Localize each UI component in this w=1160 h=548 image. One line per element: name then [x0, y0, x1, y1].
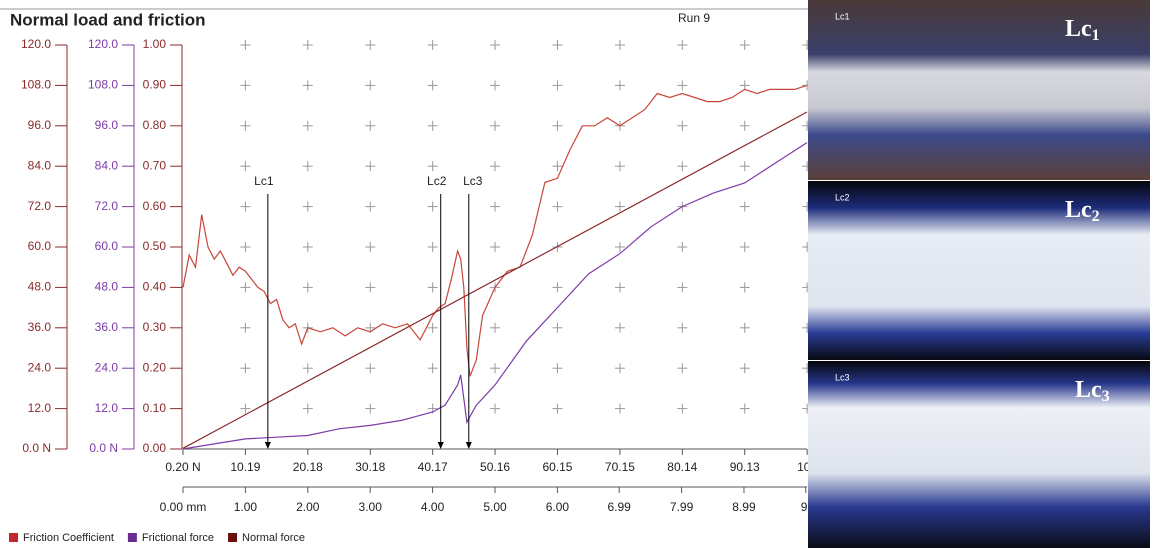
y-tick-label: 96.0	[95, 118, 119, 132]
y-tick-label: 120.0	[21, 37, 51, 51]
y-tick-label: 0.20	[143, 360, 167, 374]
arrow-head	[437, 442, 444, 449]
annotation-label: Lc1	[254, 174, 274, 188]
photo-label: Lc2	[1065, 197, 1100, 225]
y-tick-label: 84.0	[28, 158, 52, 172]
y-tick-label: 96.0	[28, 118, 52, 132]
x-tick-label: 3.00	[359, 500, 383, 514]
micrograph	[808, 181, 1150, 360]
photo-label-subscript: 3	[1102, 388, 1110, 405]
legend-label: Normal force	[242, 532, 305, 544]
y-tick-label: 72.0	[95, 199, 119, 213]
photo-label-subscript: 1	[1092, 27, 1100, 44]
y-tick-label: 0.10	[143, 401, 167, 415]
legend-label: Frictional force	[142, 532, 214, 544]
photo-label-text: Lc	[1075, 377, 1102, 403]
x-tick-label: 6.00	[546, 500, 570, 514]
annotation-label: Lc3	[463, 174, 483, 188]
legend-swatch	[228, 533, 238, 542]
micrograph	[808, 361, 1150, 548]
legend-swatch	[9, 533, 18, 542]
x2-tick-label: 10.19	[230, 460, 260, 474]
photo-small-label: Lc1	[835, 11, 850, 21]
x2-tick-label: 0.20 N	[165, 460, 200, 474]
x2-tick-label: 50.16	[480, 460, 510, 474]
x2-tick-label: 90.13	[730, 460, 760, 474]
x-tick-label: 1.00	[234, 500, 258, 514]
y-tick-label: 0.0 N	[89, 441, 118, 455]
y-tick-label: 0.00	[143, 441, 167, 455]
y-tick-label: 12.0	[95, 401, 119, 415]
x-tick-label: 8.99	[732, 500, 756, 514]
y-tick-label: 48.0	[28, 280, 52, 294]
arrow-head	[465, 442, 472, 449]
chart-subtitle: Run 9	[678, 11, 710, 25]
x-tick-label: 7.99	[670, 500, 694, 514]
x2-tick-label: 20.18	[293, 460, 323, 474]
x-tick-label: 0.00 mm	[160, 500, 207, 514]
photo-label-subscript: 2	[1092, 208, 1100, 225]
y-tick-label: 0.80	[143, 118, 167, 132]
x-tick-label: 5.00	[483, 500, 507, 514]
legend-label: Friction Coefficient	[23, 532, 114, 544]
x-tick-label: 6.99	[607, 500, 631, 514]
y-tick-label: 36.0	[28, 320, 52, 334]
y-tick-label: 0.90	[143, 78, 167, 92]
y-tick-label: 24.0	[28, 360, 52, 374]
x2-tick-label: 40.17	[418, 460, 448, 474]
micrograph	[808, 0, 1150, 180]
x-tick-label: 2.00	[296, 500, 320, 514]
y-tick-label: 0.70	[143, 158, 167, 172]
y-tick-label: 1.00	[143, 37, 167, 51]
y-tick-label: 0.30	[143, 320, 167, 334]
series-line	[182, 142, 808, 450]
y-tick-label: 0.0 N	[22, 441, 51, 455]
y-tick-label: 48.0	[95, 280, 119, 294]
x2-tick-label: 80.14	[667, 460, 697, 474]
plot: 0.0 N 12.0 24.0 36.0 48.0 60.0 72.0 84.0 96.0 108…	[9, 37, 817, 544]
y-tick-label: 24.0	[95, 360, 119, 374]
photo-label-text: Lc	[1065, 16, 1092, 42]
y-tick-label: 0.40	[143, 280, 167, 294]
x-tick-label: 9.	[801, 500, 811, 514]
photo-small-label: Lc2	[835, 192, 850, 202]
x-tick-label: 4.00	[421, 500, 445, 514]
y-tick-label: 60.0	[95, 239, 119, 253]
photo-small-label: Lc3	[835, 372, 850, 382]
arrow-head	[264, 442, 271, 449]
x2-tick-label: 70.15	[605, 460, 635, 474]
annotation-label: Lc2	[427, 174, 447, 188]
series-line	[182, 111, 808, 449]
y-tick-label: 84.0	[95, 158, 119, 172]
y-tick-label: 0.60	[143, 199, 167, 213]
chart-title: Normal load and friction	[10, 10, 206, 29]
y-tick-label: 108.0	[88, 78, 118, 92]
y-tick-label: 60.0	[28, 239, 52, 253]
y-tick-label: 36.0	[95, 320, 119, 334]
photo-label: Lc1	[1065, 16, 1100, 44]
photo-label: Lc3	[1075, 377, 1110, 405]
y-tick-label: 12.0	[28, 401, 52, 415]
y-tick-label: 0.50	[143, 239, 167, 253]
series-line	[182, 84, 808, 377]
legend-swatch	[127, 533, 137, 542]
y-tick-label: 120.0	[88, 37, 118, 51]
photo-label-text: Lc	[1065, 197, 1092, 223]
y-tick-label: 72.0	[28, 199, 52, 213]
y-tick-label: 108.0	[21, 78, 51, 92]
x2-tick-label: 30.18	[355, 460, 385, 474]
x2-tick-label: 60.15	[542, 460, 572, 474]
